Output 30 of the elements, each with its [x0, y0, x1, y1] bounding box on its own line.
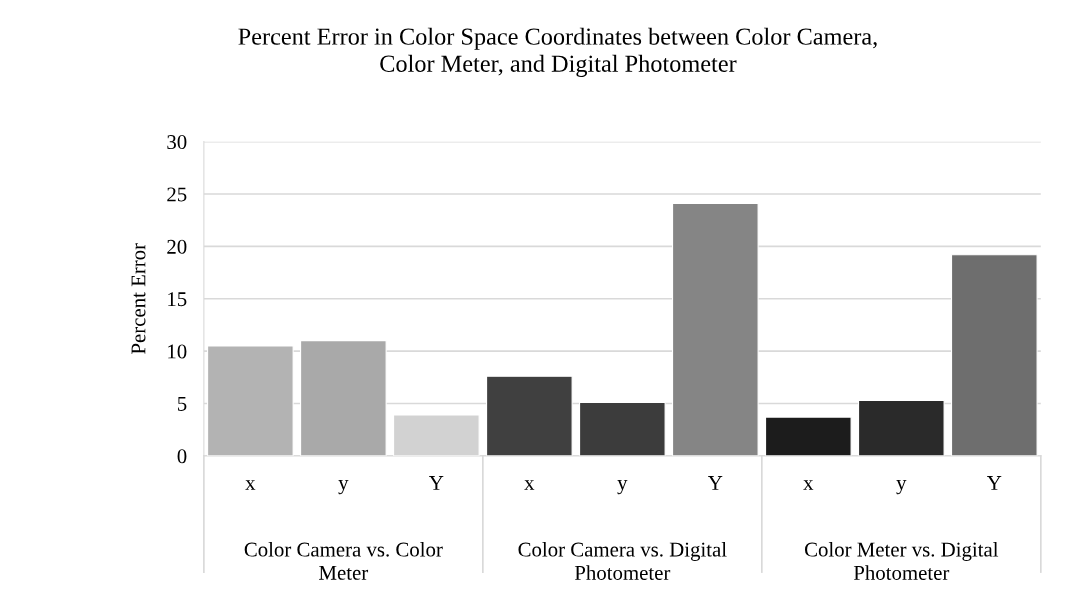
x-tick-label: x — [803, 480, 814, 490]
bar — [486, 375, 573, 456]
chart-title: Percent Error in Color Space Coordinates between Color Camera, Color Meter, and Digital Photometer — [238, 27, 877, 77]
bar — [950, 254, 1038, 456]
y-tick-label: 10 — [168, 344, 187, 359]
text: Color Camera vs. Color Meter — [244, 541, 443, 580]
y-tick-label: 0 — [177, 449, 187, 464]
bar — [764, 416, 852, 456]
bar — [579, 401, 666, 456]
x-tick-label: y — [338, 480, 349, 495]
bar — [857, 399, 945, 456]
y-tick-label: 30 — [167, 135, 187, 150]
y-tick-label: 20 — [167, 239, 187, 254]
x-tick-label: y — [617, 480, 628, 495]
bar — [207, 345, 294, 456]
y-tick-label: 25 — [167, 187, 187, 202]
x-tick-label: x — [245, 480, 256, 490]
y-axis-title: Percent Error — [131, 243, 146, 354]
y-tick-label: 15 — [168, 292, 187, 307]
y-tick-label: 5 — [178, 397, 187, 411]
bar — [300, 340, 387, 456]
x-tick-label: Y — [429, 476, 444, 490]
bar — [393, 414, 480, 456]
text: Color Meter vs. Digital Photometer — [804, 541, 999, 580]
x-tick-label: Y — [708, 476, 723, 490]
bar — [672, 202, 759, 456]
x-tick-label: x — [524, 480, 535, 490]
text: Color Camera vs. Digital Photometer — [518, 541, 727, 580]
x-tick-label: Y — [987, 476, 1002, 490]
x-tick-label: y — [896, 480, 907, 495]
